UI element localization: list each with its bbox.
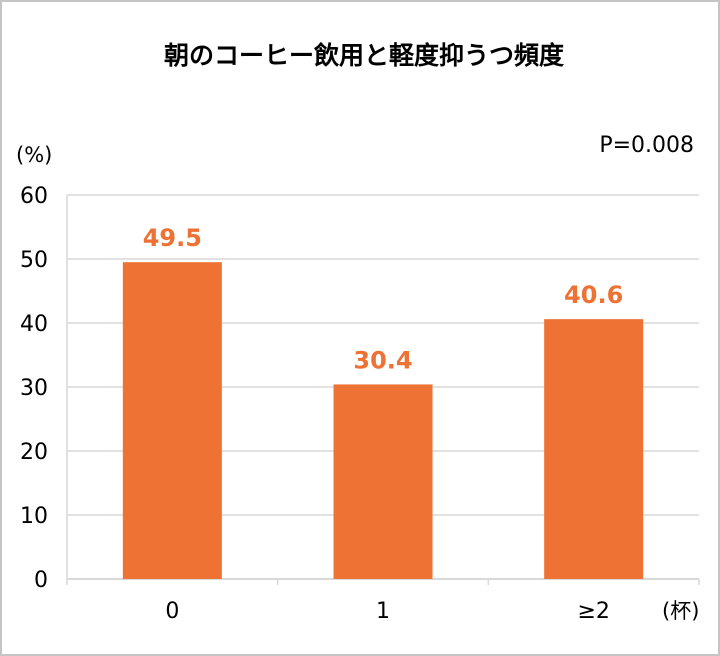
bar-value-label: 30.4	[353, 346, 412, 374]
x-tick-label: ≥2	[577, 599, 609, 624]
x-tick-label: 0	[165, 599, 179, 624]
y-tick-label: 60	[20, 184, 48, 209]
y-axis-label: (%)	[16, 143, 52, 167]
y-tick-label: 20	[20, 440, 48, 465]
bar-value-label: 49.5	[143, 224, 202, 252]
y-tick-label: 0	[34, 568, 48, 593]
x-tick-label: 1	[376, 599, 390, 624]
y-tick-label: 30	[20, 376, 48, 401]
y-tick-label: 40	[20, 312, 48, 337]
x-axis-label: (杯)	[662, 599, 699, 623]
p-value-annotation: P=0.008	[599, 133, 694, 158]
y-tick-label: 50	[20, 248, 48, 273]
bar-value-label: 40.6	[564, 281, 623, 309]
chart-title: 朝のコーヒー飲用と軽度抑うつ頻度	[164, 41, 564, 70]
y-tick-label: 10	[20, 504, 48, 529]
bar	[544, 319, 644, 579]
bar	[333, 384, 433, 579]
bar	[122, 262, 222, 579]
